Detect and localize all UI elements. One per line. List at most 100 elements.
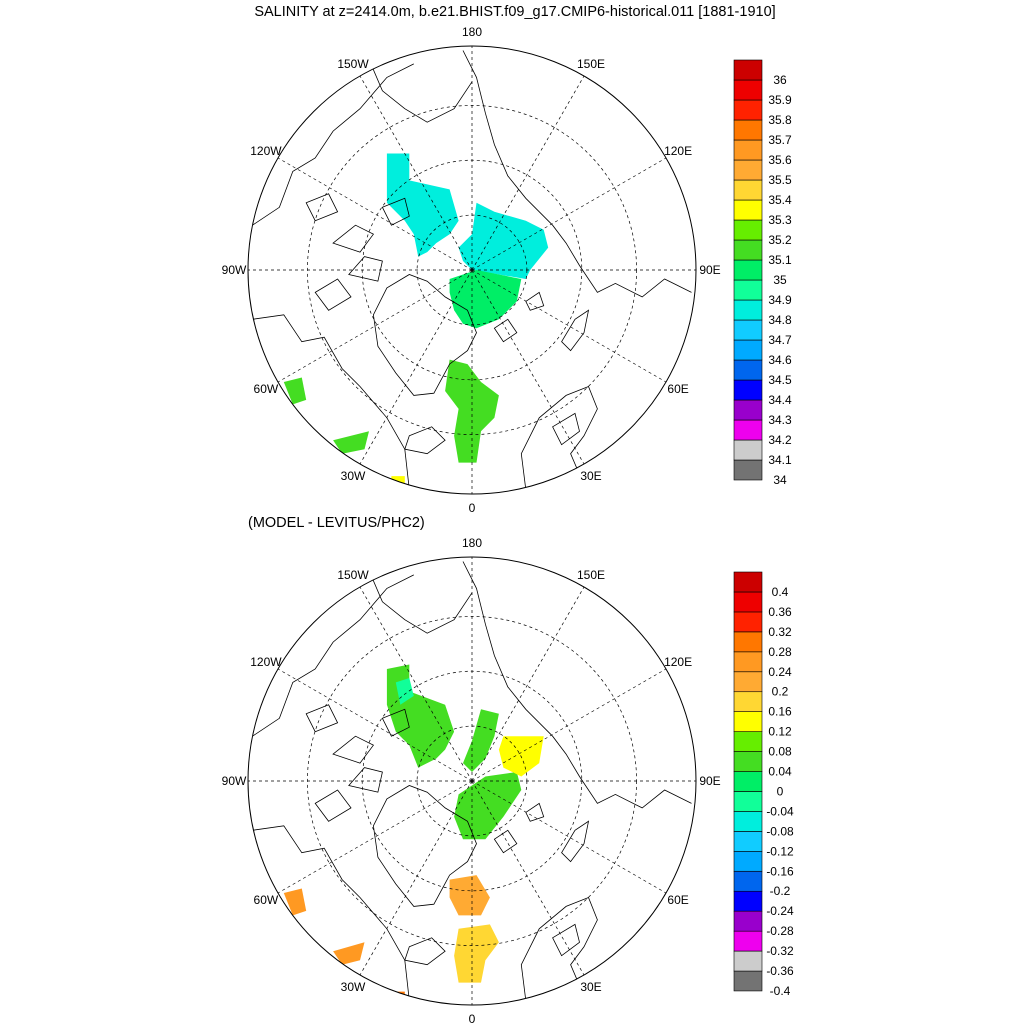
colorbar-tick-label: 36: [773, 73, 787, 87]
coastline: [462, 561, 692, 809]
longitude-label: 60E: [667, 893, 688, 907]
coastline: [552, 923, 580, 957]
colorbar-tick-label: 35.3: [768, 213, 792, 227]
colorbar-box: [733, 339, 763, 361]
colorbar-box: [733, 379, 763, 401]
colorbar-box: [733, 239, 763, 261]
coastline: [368, 59, 473, 123]
coastline: [252, 314, 410, 490]
colorbar-tick-label: 0.04: [768, 765, 792, 779]
data-region: [445, 359, 499, 463]
meridian-line: [471, 780, 667, 894]
data-region: [333, 431, 369, 454]
coastline: [381, 708, 410, 737]
coastline: [314, 278, 352, 311]
colorbar-box: [733, 651, 763, 673]
colorbar-box: [733, 691, 763, 712]
colorbar-tick-label: 35.7: [768, 133, 792, 147]
colorbar-box: [733, 99, 763, 121]
coastline: [525, 802, 545, 822]
coastline: [561, 309, 590, 352]
longitude-label: 120E: [664, 655, 692, 669]
colorbar-box: [733, 419, 763, 441]
colorbar-box: [733, 319, 763, 341]
polar-map-panel: 180 150E 120E 90E 60E 30E 0 30W 60W 90W 120W 150W 34…: [222, 25, 792, 515]
latitude-circle: [307, 616, 637, 946]
colorbar-tick-label: 0.08: [768, 745, 792, 759]
colorbar-tick-label: 35.8: [768, 113, 792, 127]
colorbar-box: [733, 870, 763, 892]
data-region: [386, 664, 455, 768]
colorbar-tick-label: -0.2: [770, 884, 791, 898]
colorbar-tick-label: 35.9: [768, 93, 792, 107]
colorbar-tick-label: -0.16: [766, 864, 794, 878]
colorbar-box: [733, 439, 763, 461]
colorbar-box: [733, 671, 763, 693]
colorbar-tick-label: 34.5: [768, 373, 792, 387]
map-border: [247, 556, 697, 1006]
colorbar-box: [733, 359, 763, 381]
colorbar-tick-label: -0.32: [766, 944, 794, 958]
coastline: [520, 385, 598, 490]
colorbar-tick-label: 35.5: [768, 173, 792, 187]
colorbar-box: [733, 219, 763, 241]
colorbar-tick-label: 0.36: [768, 605, 792, 619]
colorbar-box: [733, 731, 763, 752]
colorbar-box: [733, 890, 763, 912]
colorbar-tick-label: 35.1: [768, 253, 792, 267]
colorbar-box: [733, 159, 763, 181]
colorbar-tick-label: -0.36: [766, 964, 794, 978]
longitude-label: 30E: [580, 980, 601, 994]
colorbar-box: [733, 771, 763, 792]
colorbar-tick-label: 35.6: [768, 153, 792, 167]
colorbar-tick-label: 0.12: [768, 725, 792, 739]
coastline: [348, 256, 383, 282]
data-region: [386, 153, 459, 257]
coastline: [372, 785, 477, 907]
coastline: [520, 896, 598, 1001]
colorbar-tick-label: 34.9: [768, 293, 792, 307]
data-region: [391, 476, 405, 485]
data-region: [333, 942, 365, 965]
colorbar-tick-label: 0.28: [768, 645, 792, 659]
longitude-label: 60W: [254, 382, 279, 396]
colorbar-box: [733, 811, 763, 832]
colorbar-box: [733, 571, 763, 593]
colorbar-tick-label: 0.2: [772, 685, 789, 699]
colorbar-box: [733, 591, 763, 613]
coastline: [252, 825, 410, 1001]
longitude-label: 30W: [341, 980, 366, 994]
colorbar-box: [733, 950, 763, 972]
colorbar-box: [733, 711, 763, 732]
meridian-line: [359, 586, 473, 782]
longitude-label: 150E: [577, 57, 605, 71]
coastline: [252, 574, 414, 737]
meridian-line: [277, 157, 473, 271]
colorbar-tick-label: 34.1: [768, 453, 792, 467]
colorbar-tick-label: 34: [773, 473, 787, 487]
longitude-label: 90E: [699, 263, 720, 277]
latitude-circle: [361, 159, 583, 381]
data-region: [463, 709, 499, 772]
longitude-label: 120W: [250, 144, 282, 158]
colorbar-box: [733, 139, 763, 161]
colorbar-tick-label: 0.32: [768, 625, 792, 639]
longitude-label: 0: [469, 501, 476, 515]
colorbar-tick-label: 0.4: [772, 585, 789, 599]
colorbar-tick-label: 35.2: [768, 233, 792, 247]
colorbar-box: [733, 119, 763, 141]
colorbar-tick-label: 0.16: [768, 705, 792, 719]
chart-title: SALINITY at z=2414.0m, b.e21.BHIST.f09_g…: [254, 4, 775, 20]
longitude-label: 180: [462, 536, 482, 550]
map-border: [247, 45, 697, 495]
colorbar-tick-label: 34.6: [768, 353, 792, 367]
meridian-line: [471, 269, 585, 465]
colorbar-box: [733, 751, 763, 772]
colorbar-tick-label: 34.2: [768, 433, 792, 447]
longitude-label: 150W: [337, 568, 369, 582]
colorbar-tick-label: 0.24: [768, 665, 792, 679]
data-region: [449, 270, 522, 329]
data-region: [283, 888, 307, 916]
coastline: [404, 426, 446, 455]
